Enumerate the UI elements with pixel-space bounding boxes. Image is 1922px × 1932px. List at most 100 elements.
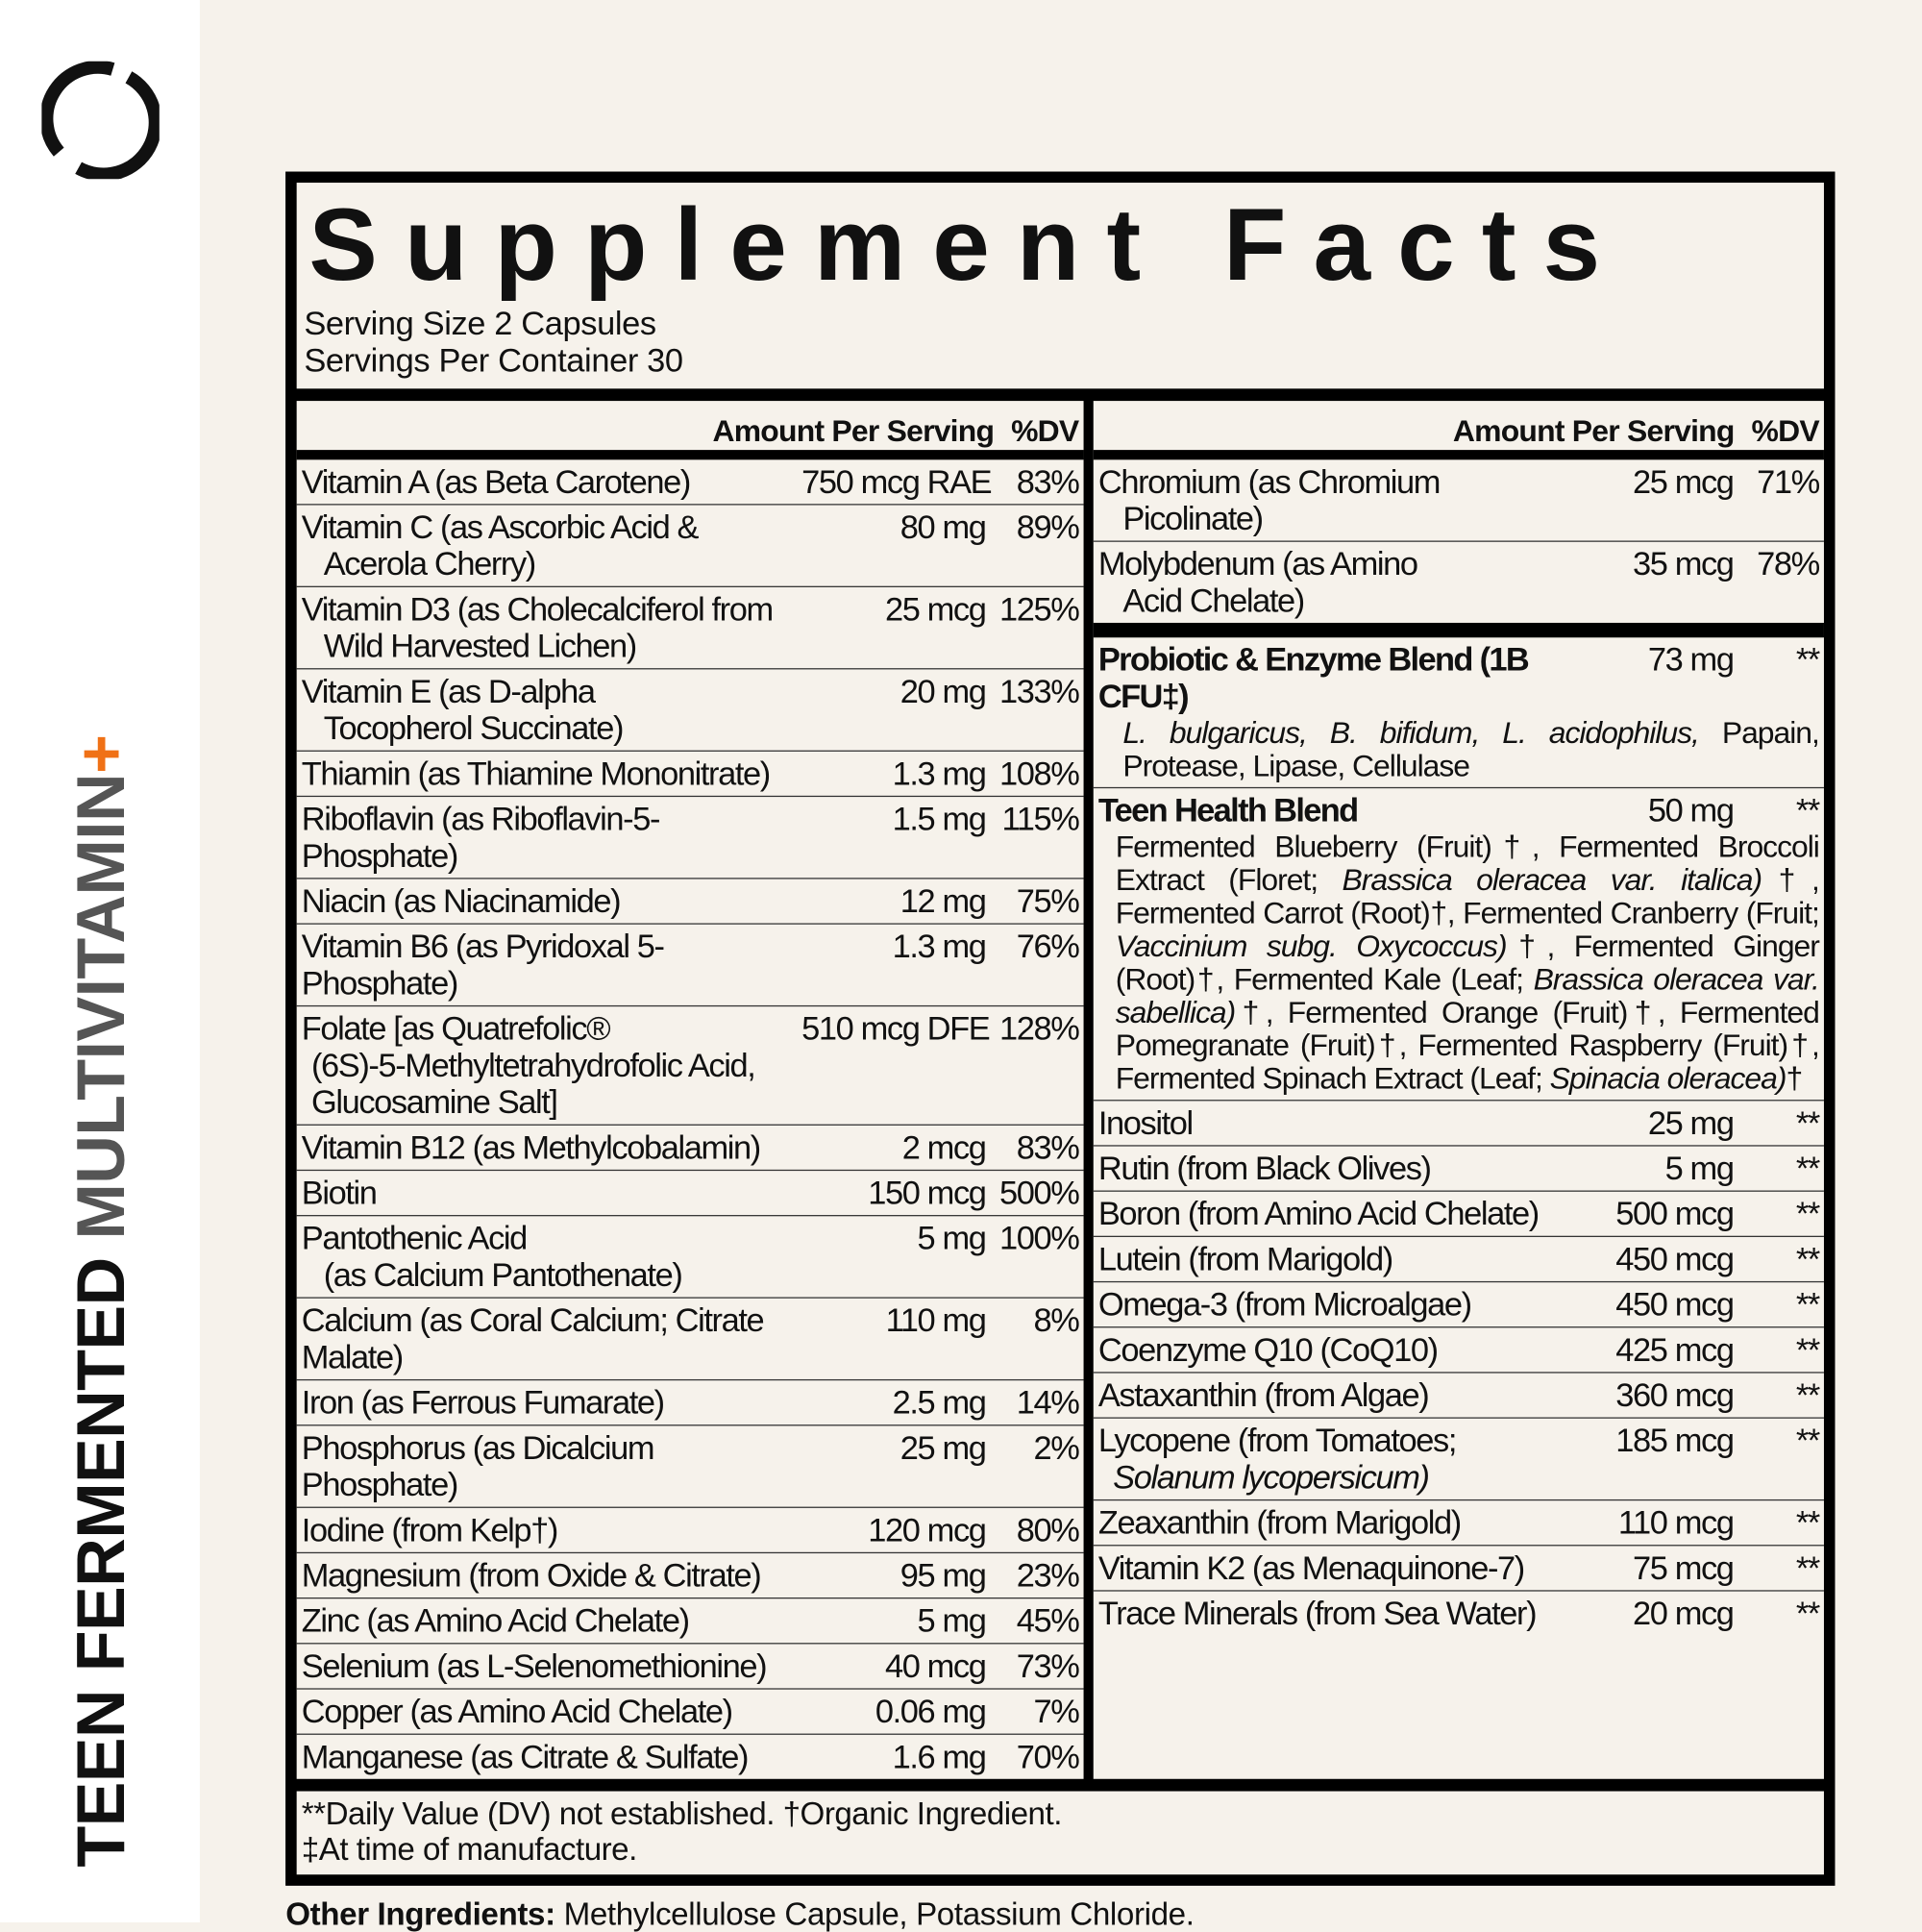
title-section: Supplement Facts Serving Size 2 Capsules… [296, 183, 1824, 389]
nutrient-name: Vitamin K2 (as Menaquinone-7) [1097, 1549, 1525, 1587]
nutrient-dv: 128% [998, 1010, 1080, 1048]
blend-ingredient-text: † [1786, 1061, 1803, 1097]
nutrient-dv: ** [1795, 1549, 1820, 1587]
nutrient-name-cell: Molybdenum (as Amino Acid Chelate) [1098, 546, 1587, 620]
nutrient-name: Manganese (as Citrate & Sulfate) [301, 1738, 750, 1775]
blend-line: Probiotic & Enzyme Blend (1B CFU‡) 73 mg *… [1098, 641, 1820, 715]
right-rows: Chromium (as Chromium Picolinate) 25 mcg 71… [1093, 459, 1824, 1636]
nutrient-line: Zeaxanthin (from Marigold) 110 mcg ** [1098, 1504, 1820, 1542]
nutrient-name: Trace Minerals (from Sea Water) [1097, 1595, 1538, 1632]
nutrient-row: Pantothenic Acid (as Calcium Pantothenate… [296, 1216, 1084, 1299]
nutrient-dv: 45% [1016, 1602, 1080, 1640]
nutrient-dv: 125% [998, 590, 1080, 629]
nutrient-dv: 23% [1016, 1556, 1080, 1595]
nutrient-name: Lutein (from Marigold) [1097, 1240, 1393, 1278]
nutrient-amount: 150 mcg [868, 1174, 987, 1212]
blend-ingredient-text: Vaccinium subg. Oxycoccus) [1115, 929, 1508, 964]
nutrient-name: Selenium (as L-Selenomethionine) [301, 1647, 768, 1685]
nutrient-dv: ** [1795, 1422, 1820, 1459]
nutrient-line: Vitamin K2 (as Menaquinone-7) 75 mcg ** [1097, 1549, 1820, 1587]
nutrient-name-cell: Lycopene (from Tomatoes; Solanum lycopers… [1098, 1423, 1587, 1497]
nutrient-row: Zinc (as Amino Acid Chelate) 5 mg 45% [296, 1598, 1084, 1645]
nutrient-amount: 750 mcg RAE [801, 463, 992, 501]
nutrient-row: Thiamin (as Thiamine Mononitrate) 1.3 mg 1… [296, 752, 1084, 798]
nutrient-row: Iron (as Ferrous Fumarate) 2.5 mg 14% [296, 1380, 1084, 1426]
nutrient-row: Folate [as Quatrefolic® (6S)-5-Methyltetr… [296, 1006, 1084, 1126]
nutrient-dv: 108% [998, 755, 1080, 792]
blend-ingredient-text: Fermented Blueberry (Fruit)†, Fermented … [1115, 830, 1820, 898]
nutrient-name-cell: Trace Minerals (from Sea Water) [1098, 1595, 1587, 1631]
footnote-line: ‡At time of manufacture. [301, 1830, 638, 1868]
nutrient-name-cell: Phosphorus (as Dicalcium Phosphate) [302, 1429, 801, 1503]
blend-amount: 50 mg [1647, 791, 1735, 830]
nutrient-amount: 20 mg [899, 673, 987, 710]
nutrient-amount: 1.6 mg [892, 1738, 987, 1775]
nutrient-row: Biotin 150 mcg 500% [296, 1171, 1084, 1217]
nutrient-name-cell: Iron (as Ferrous Fumarate) [302, 1384, 801, 1421]
nutrient-row: Vitamin A (as Beta Carotene) 750 mcg RAE 8… [296, 459, 1084, 506]
nutrient-amount: 510 mcg DFE [801, 1010, 991, 1048]
nutrient-name: Pantothenic Acid [301, 1220, 529, 1257]
left-rows: Vitamin A (as Beta Carotene) 750 mcg RAE 8… [296, 459, 1084, 1779]
nutrient-amount: 35 mcg [1633, 545, 1735, 582]
nutrient-line: Lycopene (from Tomatoes; Solanum lycopers… [1098, 1422, 1820, 1497]
nutrient-name: Vitamin E (as D-alpha [301, 673, 596, 710]
nutrient-row: Vitamin B6 (as Pyridoxal 5-Phosphate) 1.3… [296, 925, 1084, 1007]
nutrient-name: Iodine (from Kelp†) [301, 1511, 559, 1548]
nutrient-line: Vitamin B6 (as Pyridoxal 5-Phosphate) 1.3… [301, 928, 1080, 1003]
nutrient-name-cell: Zeaxanthin (from Marigold) [1098, 1504, 1587, 1541]
nutrient-line: Pantothenic Acid (as Calcium Pantothenate… [301, 1220, 1080, 1294]
nutrient-name: Inositol [1097, 1104, 1194, 1142]
nutrient-amount: 25 mg [899, 1429, 987, 1467]
blend-ingredient-text: Brassica oleracea var. italica) [1342, 862, 1763, 898]
nutrient-name-cont: Acerola Cherry) [323, 545, 537, 582]
nutrient-name-cont: Acid Chelate) [1122, 582, 1305, 620]
nutrient-row: Vitamin C (as Ascorbic Acid & Acerola Che… [296, 506, 1084, 587]
nutrient-row: Calcium (as Coral Calcium; Citrate Malat… [296, 1299, 1084, 1381]
other-ingredients-label: Other Ingredients: [285, 1895, 555, 1932]
nutrient-amount: 120 mcg [868, 1511, 987, 1548]
nutrient-dv: 8% [1033, 1301, 1079, 1339]
nutrient-name: Vitamin B6 (as Pyridoxal 5-Phosphate) [301, 928, 665, 1003]
blend-ingredients: Fermented Blueberry (Fruit)†, Fermented … [1098, 830, 1820, 1097]
nutrient-name-cell: Vitamin A (as Beta Carotene) [302, 463, 801, 500]
nutrient-dv: ** [1795, 1150, 1820, 1187]
nutrient-row: Zeaxanthin (from Marigold) 110 mcg ** [1093, 1500, 1824, 1547]
nutrient-name-cont: Wild Harvested Lichen) [323, 628, 638, 665]
header-dv: %DV [1011, 414, 1079, 449]
nutrient-dv: 83% [1016, 1128, 1080, 1167]
nutrient-row: Iodine (from Kelp†) 120 mcg 80% [296, 1508, 1084, 1554]
nutrient-dv: 71% [1757, 463, 1820, 501]
header-amount: Amount Per Serving [712, 414, 995, 449]
nutrient-dv: 76% [1016, 928, 1080, 965]
nutrient-name: Chromium (as Chromium [1097, 463, 1442, 501]
nutrient-name: Rutin (from Black Olives) [1097, 1150, 1432, 1187]
nutrient-line: Boron (from Amino Acid Chelate) 500 mcg ** [1097, 1195, 1820, 1232]
blend-ingredient-text: L. bulgaricus, B. bifidum, L. acidophilu… [1122, 715, 1700, 751]
nutrient-name-cell: Magnesium (from Oxide & Citrate) [302, 1557, 801, 1594]
label-area: Supplement Facts Serving Size 2 Capsules… [285, 171, 1836, 1932]
nutrient-name-cell: Iodine (from Kelp†) [302, 1512, 801, 1548]
blend-ingredients: L. bulgaricus, B. bifidum, L. acidophilu… [1098, 715, 1820, 783]
nutrient-amount: 1.3 mg [892, 755, 987, 792]
nutrient-line: Niacin (as Niacinamide) 12 mg 75% [302, 882, 1080, 919]
brand-sidebar: TEEN FERMENTED MULTIVITAMIN+ [0, 0, 200, 1922]
nutrient-amount: 1.5 mg [892, 800, 987, 838]
nutrient-row: Manganese (as Citrate & Sulfate) 1.6 mg 70… [297, 1735, 1084, 1779]
product-name-line1: TEEN FERMENTED [62, 1257, 139, 1868]
blend-name: Teen Health Blend [1097, 791, 1359, 830]
nutrient-amount: 2.5 mg [892, 1384, 987, 1422]
product-name: TEEN FERMENTED MULTIVITAMIN+ [62, 672, 139, 1868]
nutrient-line: Zinc (as Amino Acid Chelate) 5 mg 45% [302, 1602, 1080, 1640]
nutrient-amount: 40 mcg [884, 1647, 987, 1685]
teen-blend: Teen Health Blend 50 mg ** Fermented Bluebe… [1093, 788, 1824, 1102]
nutrient-name: Boron (from Amino Acid Chelate) [1097, 1195, 1540, 1232]
nutrient-name-cell: Rutin (from Black Olives) [1098, 1150, 1587, 1186]
nutrient-name-cont: Picolinate) [1122, 500, 1264, 537]
nutrient-row: Trace Minerals (from Sea Water) 20 mcg ** [1094, 1592, 1824, 1636]
serving-size: Serving Size 2 Capsules [304, 305, 656, 342]
nutrient-amount: 110 mcg [1617, 1504, 1735, 1542]
nutrient-dv: 73% [1016, 1647, 1080, 1685]
nutrient-amount: 25 mg [1647, 1104, 1735, 1142]
right-nutrient-column: Amount Per Serving %DV Chromium (as Chro… [1093, 401, 1824, 1779]
